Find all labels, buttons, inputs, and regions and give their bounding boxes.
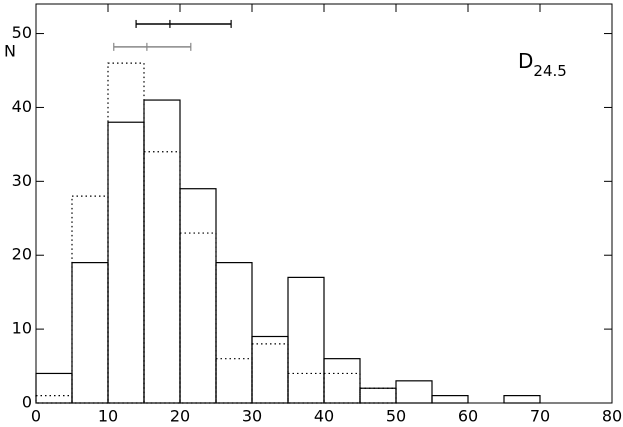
histogram-bar bbox=[323, 372, 361, 404]
histogram-bar bbox=[323, 358, 361, 404]
x-tick-label: 30 bbox=[242, 407, 262, 426]
histogram-bar bbox=[215, 262, 253, 404]
y-tick-label: 30 bbox=[12, 171, 32, 190]
histogram-bar bbox=[359, 387, 397, 404]
histogram-bar bbox=[107, 121, 145, 404]
histogram-bar bbox=[251, 343, 289, 404]
histogram-bar bbox=[143, 151, 181, 404]
histogram-bar bbox=[35, 395, 73, 404]
annotation-subscript: 24.5 bbox=[533, 62, 566, 80]
histogram-bar bbox=[71, 262, 109, 404]
y-tick-label: 0 bbox=[22, 393, 32, 412]
x-tick-label: 0 bbox=[31, 407, 41, 426]
histogram-bar bbox=[287, 276, 325, 404]
histogram-bar bbox=[215, 358, 253, 404]
histogram-bar bbox=[359, 387, 397, 404]
x-tick-label: 50 bbox=[386, 407, 406, 426]
histogram-bar bbox=[35, 372, 73, 404]
x-tick-label: 60 bbox=[458, 407, 478, 426]
histogram-bar bbox=[395, 380, 433, 404]
y-tick-label: 10 bbox=[12, 319, 32, 338]
x-tick-label: 10 bbox=[98, 407, 118, 426]
annotation-main: D bbox=[518, 49, 533, 73]
histogram-bar bbox=[179, 232, 217, 404]
histogram-bar bbox=[503, 395, 541, 404]
x-tick-label: 80 bbox=[602, 407, 622, 426]
annotation: D24.5 bbox=[518, 49, 567, 80]
histogram-bar bbox=[107, 62, 145, 404]
histogram-bar bbox=[179, 188, 217, 404]
histogram-bar bbox=[143, 99, 181, 404]
y-tick-label: 40 bbox=[12, 97, 32, 116]
y-tick-label: 50 bbox=[12, 23, 32, 42]
x-tick-label: 40 bbox=[314, 407, 334, 426]
x-tick-label: 20 bbox=[170, 407, 190, 426]
y-tick-label: 20 bbox=[12, 245, 32, 264]
histogram-bar bbox=[287, 372, 325, 404]
histogram-bar bbox=[431, 395, 469, 404]
histogram-bar bbox=[71, 195, 109, 404]
histogram-bar bbox=[251, 335, 289, 404]
x-tick-label: 70 bbox=[530, 407, 550, 426]
y-axis-label: N bbox=[4, 42, 16, 61]
